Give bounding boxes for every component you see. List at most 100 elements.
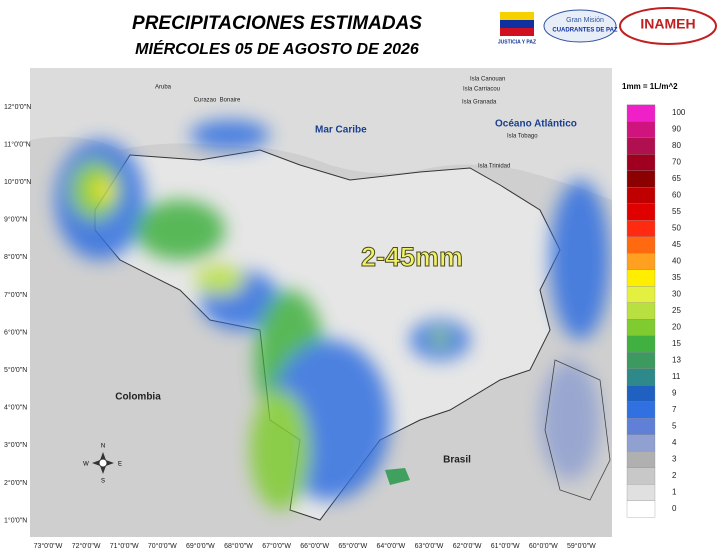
island-label: Isla Trinidad <box>478 164 510 170</box>
legend-swatch <box>626 302 656 320</box>
land-patch <box>385 468 410 485</box>
lon-label: 66°0'0"W <box>300 542 329 550</box>
legend-swatch <box>626 368 656 386</box>
legend-label: 0 <box>672 504 677 513</box>
logo-text: CUADRANTES DE PAZ <box>552 28 618 34</box>
lon-label: 59°0'0"W <box>567 542 596 550</box>
legend-swatch <box>626 137 656 155</box>
compass-label: N <box>101 444 105 450</box>
lon-label: 62°0'0"W <box>453 542 482 550</box>
map-label: Brasil <box>443 455 471 466</box>
map-label: Mar Caribe <box>315 125 367 136</box>
lat-label: 8°0'0"N <box>4 253 27 261</box>
legend-label: 2 <box>672 471 677 480</box>
lat-labels: 12°0'0"N 11°0'0"N 10°0'0"N 9°0'0"N 8°0'0"N 7°… <box>4 103 31 525</box>
legend-swatch <box>626 187 656 204</box>
legend-swatch <box>626 401 656 419</box>
island-label: Isla Canouan <box>470 77 505 83</box>
legend-swatch <box>626 104 656 122</box>
compass-label: W <box>83 462 89 468</box>
legend-label: 70 <box>672 158 681 167</box>
lat-label: 1°0'0"N <box>4 516 27 524</box>
legend-swatch <box>626 154 656 171</box>
lat-label: 7°0'0"N <box>4 291 27 299</box>
lon-label: 67°0'0"W <box>262 542 291 550</box>
lon-label: 68°0'0"W <box>224 542 253 550</box>
logo-text: JUSTICIA Y PAZ <box>498 39 536 45</box>
legend-swatch <box>626 385 656 402</box>
compass-label: S <box>101 479 105 485</box>
map-label: Colombia <box>115 392 161 403</box>
legend-label: 11 <box>672 372 681 381</box>
legend-swatch <box>626 170 656 188</box>
legend-swatch <box>626 203 656 221</box>
lon-label: 72°0'0"W <box>72 542 101 550</box>
legend-swatch <box>626 418 656 435</box>
compass-label: E <box>118 462 122 468</box>
lon-label: 63°0'0"W <box>415 542 444 550</box>
legend-swatch <box>626 253 656 270</box>
island-label: Aruba <box>155 85 172 91</box>
legend-label: 5 <box>672 422 677 431</box>
lat-label: 11°0'0"N <box>4 140 31 148</box>
legend-label: 7 <box>672 405 677 414</box>
legend-swatch <box>626 467 656 485</box>
legend-label: 65 <box>672 174 681 183</box>
lon-label: 71°0'0"W <box>110 542 139 550</box>
border <box>544 359 611 501</box>
legend-label: 1 <box>672 488 677 497</box>
lat-label: 9°0'0"N <box>4 216 27 224</box>
legend-swatch <box>626 434 656 452</box>
lat-label: 6°0'0"N <box>4 328 27 336</box>
legend-label: 50 <box>672 224 681 233</box>
lat-label: 12°0'0"N <box>4 103 31 111</box>
legend-label: 60 <box>672 191 681 200</box>
title: PRECIPITACIONES ESTIMADAS <box>132 13 422 34</box>
legend-unit: 1mm = 1L/m^2 <box>622 82 678 91</box>
legend-label: 20 <box>672 323 681 332</box>
legend-swatch <box>626 286 656 303</box>
lon-label: 60°0'0"W <box>529 542 558 550</box>
range-label: 2-45mm <box>361 242 463 272</box>
legend-swatch <box>626 500 656 518</box>
legend-label: 55 <box>672 207 681 216</box>
lon-label: 73°0'0"W <box>34 542 63 550</box>
lon-label: 64°0'0"W <box>376 542 405 550</box>
logos: JUSTICIA Y PAZ Gran Misión CUADRANTES DE… <box>498 7 717 45</box>
lat-label: 2°0'0"N <box>4 479 27 487</box>
lat-label: 10°0'0"N <box>4 178 31 186</box>
legend-swatch <box>626 220 656 237</box>
island-label: Curazao <box>194 98 217 104</box>
lon-label: 65°0'0"W <box>338 542 367 550</box>
logo-text: Gran Misión <box>566 17 604 24</box>
lat-label: 4°0'0"N <box>4 404 27 412</box>
lat-label: 5°0'0"N <box>4 366 27 374</box>
sea <box>30 68 612 200</box>
legend-swatch <box>626 236 656 254</box>
legend-label: 90 <box>672 125 681 134</box>
legend: 1009080706560555045403530252015131197543… <box>626 104 686 518</box>
island-label: Isla Carriacou <box>463 87 500 93</box>
legend-swatch <box>626 335 656 353</box>
lat-label: 3°0'0"N <box>4 441 27 449</box>
precip-field <box>55 120 610 510</box>
legend-swatch <box>626 484 656 501</box>
map <box>30 68 612 521</box>
legend-swatch <box>626 451 656 468</box>
legend-label: 9 <box>672 389 677 398</box>
legend-swatch <box>626 121 656 138</box>
legend-label: 80 <box>672 141 681 150</box>
lon-labels: 73°0'0"W 72°0'0"W 71°0'0"W 70°0'0"W 69°0'0"W… <box>34 542 597 550</box>
legend-swatch <box>626 269 656 287</box>
lon-label: 70°0'0"W <box>148 542 177 550</box>
logo-text: INAMEH <box>640 16 695 32</box>
legend-swatch <box>626 352 656 369</box>
lon-label: 69°0'0"W <box>186 542 215 550</box>
legend-swatch <box>626 319 656 336</box>
legend-label: 45 <box>672 240 681 249</box>
map-label: Océano Atlántico <box>495 119 577 130</box>
legend-label: 4 <box>672 438 677 447</box>
legend-label: 35 <box>672 273 681 282</box>
